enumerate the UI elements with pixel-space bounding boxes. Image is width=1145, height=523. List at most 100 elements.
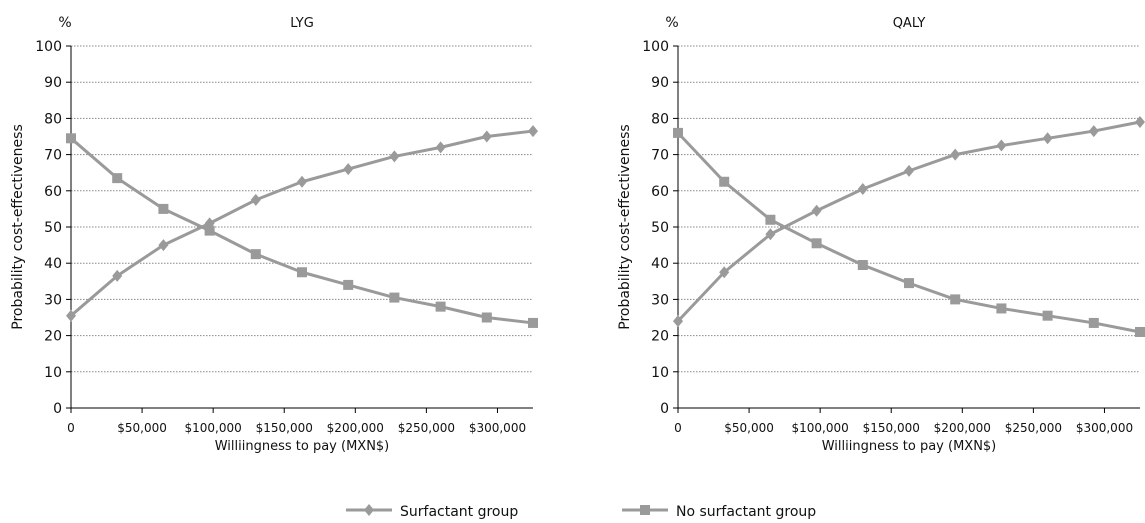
data-point-square	[435, 301, 446, 312]
data-point-diamond	[811, 204, 822, 217]
data-point-square	[811, 238, 822, 249]
data-point-square	[481, 312, 492, 323]
y-axis-label: Probability cost-effectiveness	[617, 124, 633, 329]
x-tick-label: $100,000	[185, 421, 242, 435]
data-point-diamond	[297, 175, 307, 188]
data-point-diamond	[528, 125, 538, 138]
data-point-diamond	[481, 130, 492, 143]
y-tick-label: 0	[660, 401, 669, 417]
y-tick-label: 100	[35, 39, 62, 55]
legend-label-surfactant: Surfactant group	[400, 504, 518, 519]
data-point-square	[250, 249, 261, 260]
y-axis-label: Probability cost-effectiveness	[10, 124, 26, 329]
data-point-square	[857, 260, 868, 271]
data-point-square	[158, 203, 169, 214]
data-point-square	[1135, 326, 1145, 337]
data-point-square	[112, 173, 123, 184]
series-line-surfactant	[70, 129, 534, 317]
y-tick-label: 10	[44, 365, 62, 381]
x-tick-label: $150,000	[863, 421, 920, 435]
x-tick-label: $200,000	[327, 421, 384, 435]
y-tick-label: 60	[651, 184, 669, 200]
x-tick-label: $300,000	[469, 421, 526, 435]
x-tick-label: $100,000	[792, 421, 849, 435]
data-point-square	[66, 133, 76, 144]
data-point-diamond	[250, 193, 261, 206]
y-tick-label: 10	[651, 365, 669, 381]
x-tick-label: $50,000	[724, 421, 774, 435]
x-tick-label: $250,000	[398, 421, 455, 435]
x-tick-label: $200,000	[934, 421, 991, 435]
legend-square-marker-icon	[640, 505, 650, 515]
legend-item-surfactant: Surfactant group	[346, 504, 518, 520]
data-point-diamond	[950, 148, 961, 161]
data-point-square	[673, 127, 683, 138]
y-tick-label: 90	[651, 75, 669, 91]
y-tick-label: 70	[44, 148, 62, 164]
x-tick-label: $50,000	[117, 421, 167, 435]
x-axis-label: Williingness to pay (MXN$)	[215, 439, 390, 454]
series-line-no-surfactant	[70, 137, 534, 325]
y-tick-label: 80	[651, 111, 669, 127]
y-unit-label: %	[665, 15, 678, 31]
x-tick-label: $150,000	[256, 421, 313, 435]
data-point-diamond	[673, 315, 683, 328]
data-point-square	[950, 294, 961, 305]
y-tick-label: 30	[651, 292, 669, 308]
data-point-square	[1088, 317, 1099, 328]
data-point-diamond	[904, 164, 914, 177]
data-point-diamond	[112, 269, 123, 282]
legend-diamond-marker-icon	[364, 504, 374, 516]
legend-label-no-surfactant: No surfactant group	[676, 504, 816, 519]
data-point-diamond	[66, 309, 76, 322]
data-point-square	[1042, 310, 1053, 321]
x-axis-label: Williingness to pay (MXN$)	[822, 439, 997, 454]
y-tick-label: 40	[44, 256, 62, 272]
data-point-square	[996, 303, 1007, 314]
data-point-diamond	[435, 141, 446, 154]
data-point-square	[297, 267, 307, 278]
y-tick-label: 20	[651, 329, 669, 345]
y-unit-label: %	[58, 15, 71, 31]
data-point-square	[528, 317, 538, 328]
x-tick-label: 0	[674, 421, 682, 435]
data-point-square	[765, 214, 776, 225]
data-point-diamond	[1135, 116, 1145, 129]
data-point-square	[904, 278, 914, 289]
chart-panel-qaly: 0 10 20 30 40 50 60 70 80 90 100 0 $50,000 $100,000 $1…	[617, 15, 1145, 454]
legend: Surfactant group No surfactant group	[346, 504, 816, 520]
data-point-square	[719, 176, 730, 187]
y-tick-label: 60	[44, 184, 62, 200]
data-point-diamond	[765, 228, 776, 241]
data-point-diamond	[1042, 132, 1053, 145]
y-tick-label: 30	[44, 292, 62, 308]
y-tick-label: 90	[44, 75, 62, 91]
y-tick-label: 70	[651, 148, 669, 164]
y-tick-label: 80	[44, 111, 62, 127]
series-line-surfactant	[676, 120, 1141, 323]
chart-title: QALY	[893, 16, 926, 31]
y-tick-label: 0	[53, 401, 62, 417]
legend-item-no-surfactant: No surfactant group	[622, 504, 816, 520]
data-point-diamond	[1088, 125, 1099, 138]
y-tick-label: 50	[44, 220, 62, 236]
data-point-diamond	[343, 163, 354, 176]
data-point-square	[343, 279, 354, 290]
data-point-diamond	[996, 139, 1007, 152]
x-tick-label: $250,000	[1005, 421, 1062, 435]
data-point-diamond	[857, 182, 868, 195]
x-tick-label: 0	[67, 421, 75, 435]
y-tick-label: 40	[651, 256, 669, 272]
chart-title: LYG	[290, 16, 314, 31]
data-point-square	[204, 225, 215, 236]
y-tick-label: 20	[44, 329, 62, 345]
y-tick-label: 50	[651, 220, 669, 236]
data-point-diamond	[719, 266, 730, 279]
x-tick-label: $300,000	[1076, 421, 1133, 435]
data-point-diamond	[389, 150, 400, 163]
series-line-no-surfactant	[676, 131, 1141, 334]
y-tick-label: 100	[642, 39, 669, 55]
data-point-square	[389, 292, 400, 303]
